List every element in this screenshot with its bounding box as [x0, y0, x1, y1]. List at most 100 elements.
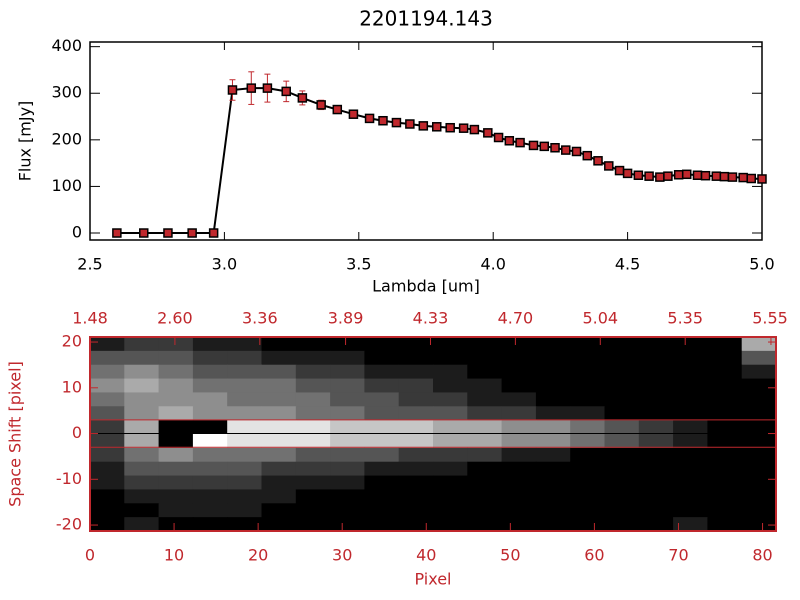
- image-cell: [398, 378, 434, 393]
- image-cell: [570, 489, 605, 504]
- image-cell: [158, 350, 194, 366]
- data-marker: [281, 86, 291, 97]
- data-marker: [673, 170, 684, 180]
- data-marker: [593, 156, 603, 166]
- x2-tick-label: 2.60: [157, 309, 193, 328]
- image-cell: [501, 517, 537, 532]
- data-marker: [187, 228, 197, 238]
- x-tick-label: 60: [584, 546, 604, 565]
- image-cell: [467, 503, 503, 518]
- data-marker: [582, 150, 593, 161]
- image-cell: [158, 392, 194, 407]
- data-marker: [719, 171, 730, 182]
- image-cell: [330, 447, 365, 463]
- image-cell: [604, 420, 640, 435]
- image-cell: [673, 489, 708, 504]
- image-cell: [707, 434, 743, 449]
- image-cell: [467, 461, 503, 477]
- x-tick-label: 70: [668, 546, 688, 565]
- image-cell: [467, 378, 503, 393]
- image-cell: [570, 434, 605, 449]
- image-cell: [90, 392, 125, 407]
- image-cell: [570, 392, 605, 407]
- image-cell: [501, 364, 537, 380]
- image-cell: [364, 378, 400, 393]
- x-tick-label: 50: [500, 546, 520, 565]
- image-cell: [158, 447, 194, 463]
- data-marker: [432, 122, 442, 132]
- x-tick-label: 30: [332, 546, 352, 565]
- image-cell: [535, 503, 571, 518]
- data-marker: [692, 170, 703, 180]
- image-cell: [364, 475, 400, 490]
- y-tick-label: -10: [56, 469, 82, 488]
- image-cell: [535, 378, 571, 393]
- image-cell: [158, 406, 194, 421]
- image-cell: [673, 475, 708, 490]
- image-cell: [192, 517, 228, 532]
- image-cell: [90, 461, 125, 477]
- x2-tick-label: 3.36: [242, 309, 278, 328]
- data-marker: [418, 121, 429, 131]
- y-tick-label: 300: [51, 83, 82, 102]
- x-tick-label: 10: [164, 546, 184, 565]
- image-cell: [433, 406, 468, 421]
- image-cell: [192, 420, 228, 435]
- image-cell: [535, 337, 571, 352]
- image-cell: [261, 461, 297, 477]
- image-cell: [261, 406, 297, 421]
- image-cell: [741, 337, 777, 352]
- image-cell: [673, 337, 708, 352]
- image-cell: [707, 503, 743, 518]
- image-cell: [227, 337, 262, 352]
- image-cell: [192, 461, 228, 477]
- image-cell: [398, 503, 434, 518]
- data-marker: [348, 109, 359, 119]
- image-cell: [364, 420, 400, 435]
- image-cell: [261, 475, 297, 490]
- data-marker: [738, 172, 748, 183]
- image-cell: [741, 406, 777, 421]
- image-cell: [638, 392, 674, 407]
- image-cell: [741, 364, 777, 380]
- data-marker: [561, 145, 571, 155]
- image-cell: [604, 503, 640, 518]
- image-cell: [433, 392, 468, 407]
- chart-title: 2201194.143: [359, 7, 493, 31]
- data-marker: [655, 172, 665, 182]
- image-cell: [192, 406, 228, 421]
- image-cell: [192, 434, 228, 449]
- image-cell: [192, 475, 228, 490]
- y-axis-label: Flux [mJy]: [16, 101, 35, 182]
- image-cell: [90, 489, 125, 504]
- image-cell: [364, 503, 400, 518]
- x2-tick-label: 1.48: [72, 309, 108, 328]
- image-cell: [501, 378, 537, 393]
- image-cell: [227, 378, 262, 393]
- image-cell: [673, 434, 708, 449]
- image-cell: [124, 406, 160, 421]
- data-marker: [378, 115, 388, 126]
- y-tick-label: 400: [51, 36, 82, 55]
- image-cell: [707, 461, 743, 477]
- image-cell: [124, 517, 160, 532]
- image-cell: [433, 489, 468, 504]
- image-cell: [227, 392, 262, 407]
- image-cell: [90, 447, 125, 463]
- x-tick-label: 3.5: [346, 255, 371, 274]
- image-cell: [124, 364, 160, 380]
- image-frame: [89, 336, 777, 532]
- image-cell: [501, 503, 537, 518]
- image-cell: [467, 406, 503, 421]
- data-marker: [469, 124, 480, 135]
- image-cell: [467, 392, 503, 407]
- image-cell: [227, 503, 262, 518]
- image-cell: [741, 392, 777, 407]
- image-cell: [570, 447, 605, 463]
- y-tick-label: 200: [51, 129, 82, 148]
- image-cell: [535, 461, 571, 477]
- image-cell: [741, 378, 777, 393]
- image-cell: [330, 489, 365, 504]
- x2-tick-label: 4.33: [413, 309, 449, 328]
- image-cell: [261, 447, 297, 463]
